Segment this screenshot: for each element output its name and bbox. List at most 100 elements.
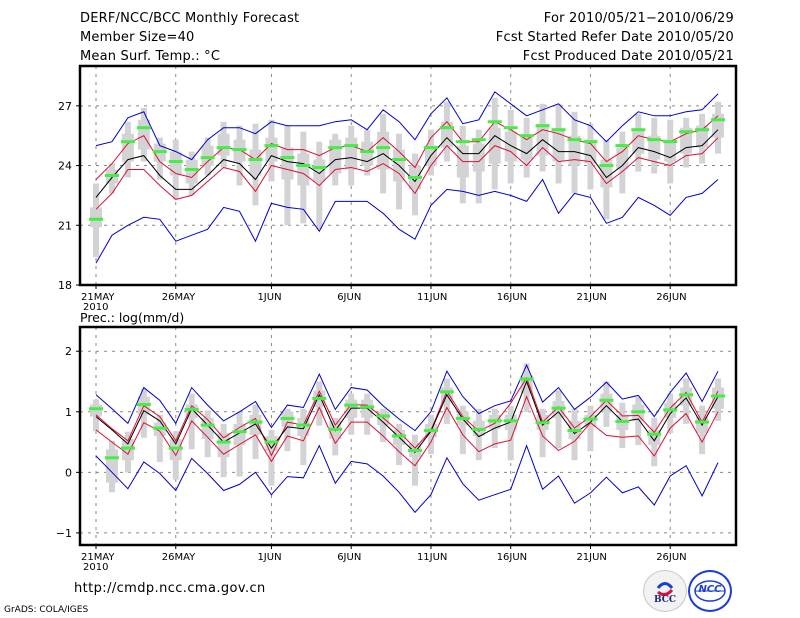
series-line-upper-bound	[95, 376, 719, 457]
median-marker	[647, 138, 662, 142]
median-marker	[679, 393, 694, 397]
bcc-logo: BCC	[643, 570, 687, 612]
median-marker	[89, 407, 103, 411]
median-marker	[647, 432, 662, 436]
median-marker	[328, 427, 343, 431]
median-marker	[487, 419, 502, 423]
series-line-lower-bound	[95, 137, 719, 210]
website-url[interactable]: http://cmdp.ncc.cma.gov.cn	[74, 581, 266, 596]
median-marker	[104, 456, 119, 460]
median-marker	[535, 124, 550, 128]
spread-box	[90, 207, 102, 228]
x-tick-label: 1JUN	[257, 552, 281, 563]
median-marker	[551, 128, 566, 132]
grads-credit: GrADS: COLA/IGES	[4, 605, 89, 615]
y-tick-label: 21	[58, 219, 72, 232]
median-marker	[615, 144, 630, 148]
median-marker	[599, 164, 614, 168]
median-marker	[711, 394, 726, 398]
median-marker	[439, 390, 454, 394]
median-marker	[344, 403, 359, 407]
spread-box	[377, 131, 390, 170]
median-marker	[392, 434, 407, 438]
median-marker	[503, 419, 518, 423]
x-tick-label: 6JUN	[337, 552, 361, 563]
median-marker	[104, 174, 119, 177]
median-marker	[168, 160, 183, 164]
series-line-ensemble-min	[95, 444, 719, 514]
y-tick-label: 1	[65, 406, 72, 419]
plot-frame	[78, 64, 738, 287]
header-left: DERF/NCC/BCC Monthly Forecast Member Siz…	[80, 9, 299, 66]
spread-box	[712, 387, 725, 409]
spread-box	[169, 439, 182, 461]
median-marker	[280, 156, 295, 160]
spread-box	[265, 137, 278, 162]
spread-box	[552, 129, 565, 162]
y-tick-label: 27	[58, 100, 72, 113]
x-tick-sublabel: 2010	[83, 302, 108, 313]
spread-box	[616, 147, 629, 170]
x-tick-label: 16JUN	[497, 552, 527, 563]
spread-box	[297, 153, 310, 186]
median-marker	[120, 446, 135, 450]
median-marker	[631, 128, 646, 132]
bottom-panel-title: Prec.: log(mm/d)	[80, 310, 184, 325]
median-marker	[200, 423, 215, 427]
median-marker	[232, 430, 247, 434]
median-marker	[663, 140, 678, 144]
median-marker	[120, 140, 135, 144]
series-line-ensemble-mean	[95, 380, 719, 454]
median-marker	[439, 126, 454, 130]
median-marker	[264, 440, 279, 444]
x-tick-label: 11JUN	[417, 552, 447, 563]
spread-whisker	[507, 405, 514, 461]
series-line-ensemble-max	[95, 363, 719, 432]
median-marker	[423, 146, 438, 150]
y-tick-label: 24	[58, 160, 72, 173]
fcst-produced-date: Fcst Produced Date 2010/05/21	[522, 49, 734, 64]
median-marker	[280, 416, 295, 420]
x-tick-label: 21MAY	[81, 552, 115, 563]
spread-box	[137, 119, 150, 150]
median-marker	[168, 446, 183, 450]
spread-box	[249, 149, 262, 176]
median-marker	[583, 140, 598, 144]
median-marker	[567, 138, 582, 142]
x-tick-label: 1JUN	[257, 292, 281, 303]
median-marker	[89, 217, 103, 221]
spread-whisker	[539, 408, 546, 458]
median-marker	[136, 126, 151, 130]
spread-whisker	[300, 408, 307, 466]
median-marker	[695, 420, 710, 424]
spread-box	[504, 131, 517, 162]
spread-box	[281, 147, 294, 180]
median-marker	[471, 138, 486, 142]
median-marker	[455, 140, 470, 144]
median-marker	[695, 128, 710, 132]
x-tick-label: 21JUN	[576, 552, 606, 563]
median-marker	[296, 164, 311, 168]
median-marker	[376, 146, 391, 150]
median-marker	[344, 144, 359, 148]
median-marker	[535, 421, 550, 425]
median-marker	[455, 416, 470, 420]
x-tick-label: 21JUN	[576, 292, 606, 303]
spread-box	[121, 439, 134, 461]
y-tick-label: 0	[65, 466, 72, 479]
header-right: For 2010/05/21−2010/06/29 Fcst Started R…	[496, 9, 734, 66]
ncc-logo-text: NCC	[698, 584, 722, 595]
median-marker	[328, 146, 343, 150]
median-marker	[519, 134, 534, 138]
median-marker	[583, 417, 598, 421]
median-marker	[408, 449, 422, 453]
median-marker	[711, 118, 726, 122]
x-tick-label: 16JUN	[497, 292, 527, 303]
x-tick-label: 26JUN	[656, 292, 686, 303]
median-marker	[615, 419, 630, 423]
spread-box	[265, 436, 278, 452]
median-marker	[376, 414, 391, 418]
spread-whisker	[156, 414, 163, 463]
